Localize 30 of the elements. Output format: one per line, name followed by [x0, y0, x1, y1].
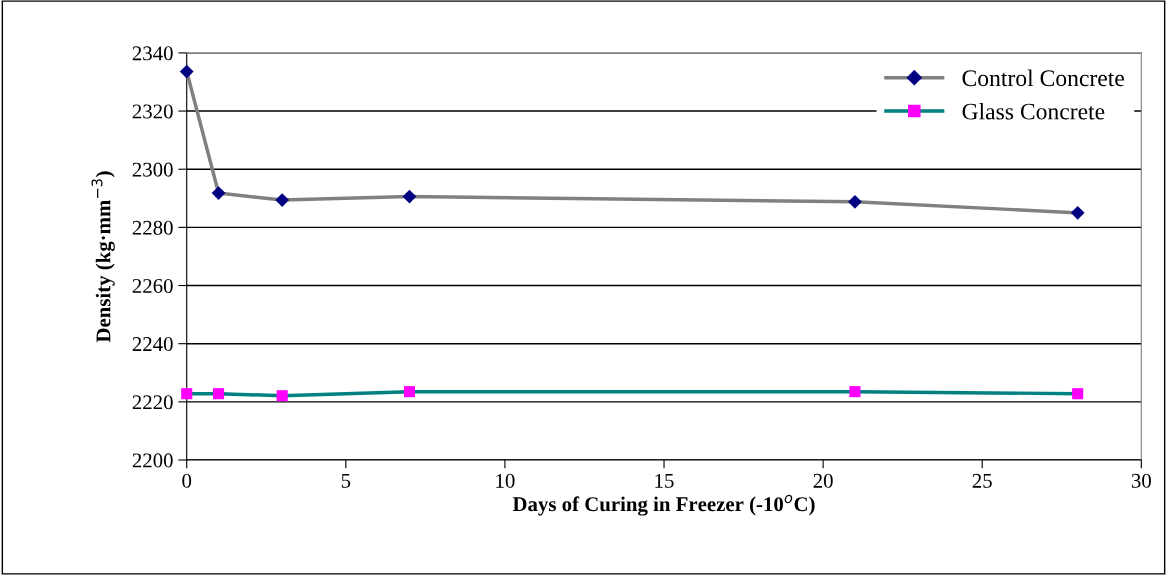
x-tick-label: 20	[813, 473, 833, 488]
point	[212, 388, 225, 400]
y-tick-label: 2280	[132, 220, 173, 235]
point	[275, 193, 290, 207]
legend-label: Glass Concrete	[962, 102, 1105, 120]
y-tick-label: 2300	[132, 162, 173, 177]
x-tick-label: 30	[1131, 473, 1151, 488]
y-tick-label: 2260	[132, 278, 173, 293]
y-tick-label: 2340	[132, 46, 173, 61]
point	[1072, 388, 1084, 400]
point	[179, 64, 194, 79]
point	[403, 386, 416, 398]
legend-label: Control Concrete	[962, 69, 1124, 87]
x-tick-label: 0	[182, 473, 192, 488]
point	[211, 186, 226, 200]
y-tick-label: 2200	[132, 453, 173, 468]
y-axis-title: Density (kg·mm$^{−3}$)	[91, 171, 115, 343]
point	[276, 390, 288, 402]
point	[848, 194, 862, 209]
y-tick-label: 2220	[132, 395, 173, 410]
x-tick-label: 15	[655, 473, 674, 488]
y-tick-label: 2240	[132, 337, 173, 352]
x-tick-label: 5	[341, 474, 351, 488]
point	[181, 388, 193, 400]
point	[849, 386, 861, 398]
x-tick-label: 10	[496, 473, 515, 488]
x-axis-title: Days of Curing in Freezer (-10$^{o}$C)	[512, 494, 815, 516]
x-tick-label: 25	[972, 473, 992, 488]
y-tick-label: 2320	[132, 104, 173, 119]
point	[1070, 205, 1085, 220]
